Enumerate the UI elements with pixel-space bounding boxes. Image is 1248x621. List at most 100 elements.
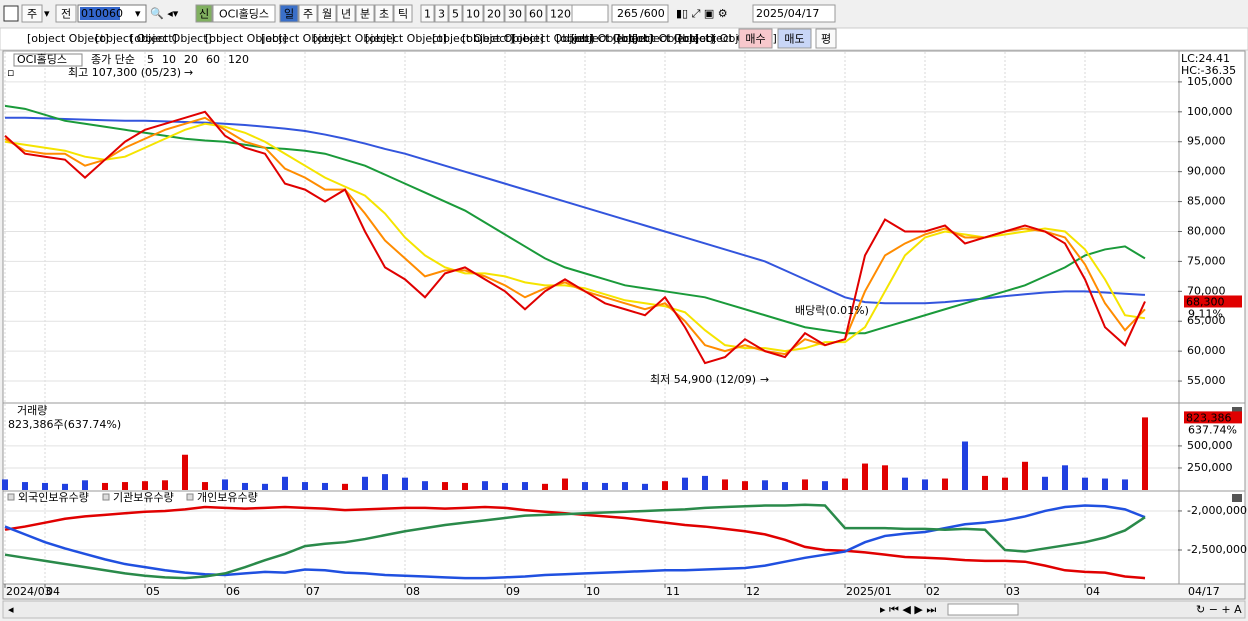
market-select[interactable]: 주 bbox=[27, 8, 37, 21]
x-axis-strip bbox=[2, 583, 1246, 600]
date-input[interactable] bbox=[752, 4, 836, 23]
volume-bar bbox=[282, 476, 288, 490]
eval-button[interactable]: 평 bbox=[821, 33, 831, 46]
market-select-box[interactable] bbox=[21, 4, 43, 23]
scroll-left[interactable]: ◂ bbox=[8, 603, 14, 616]
period-button[interactable]: 분 bbox=[360, 8, 370, 21]
volume-bar bbox=[702, 475, 708, 490]
toolbar-icons[interactable]: 🔍 ◂▾ bbox=[150, 6, 179, 20]
period-button[interactable]: 월 bbox=[322, 8, 332, 21]
x-tick-label: 2024/03 bbox=[6, 585, 52, 598]
quote-item: [object Object] bbox=[512, 32, 594, 45]
toolbar-icons[interactable]: ▮▯ ⤢ ▣ ⚙ bbox=[676, 7, 728, 20]
volume-bar bbox=[842, 478, 848, 490]
volume-bar bbox=[222, 479, 228, 490]
annotation-arrow: → bbox=[760, 373, 769, 386]
quote-item: [object Object] bbox=[27, 32, 109, 45]
scroll-right[interactable]: ▸ ⏮ ◀ ▶ ⏭ bbox=[880, 603, 936, 616]
eval-button-box[interactable] bbox=[815, 28, 837, 49]
period-button[interactable]: 일 bbox=[284, 7, 294, 21]
zoom-buttons[interactable]: ↻ − + A bbox=[1196, 603, 1242, 616]
interval-button[interactable]: 60 bbox=[529, 8, 543, 21]
scroll-thumb[interactable] bbox=[947, 603, 1019, 616]
stock-code[interactable]: 010060 bbox=[81, 7, 123, 20]
dropdown[interactable]: ▾ bbox=[135, 7, 141, 20]
volume-bar bbox=[402, 477, 408, 490]
legend-entry: 60 bbox=[206, 53, 220, 66]
new-badge[interactable]: 신 bbox=[199, 8, 209, 21]
dropdown[interactable]: ▾ bbox=[44, 7, 50, 20]
prev-button[interactable]: 전 bbox=[61, 8, 71, 21]
period-button-box[interactable] bbox=[355, 4, 375, 23]
interval-button[interactable]: 3 bbox=[438, 8, 445, 21]
period-button-box[interactable] bbox=[279, 4, 299, 23]
series-line bbox=[4, 110, 1146, 365]
period-button-box[interactable] bbox=[298, 4, 318, 23]
y-tick-label: 100,000 bbox=[1187, 105, 1233, 118]
interval-button[interactable]: 1 bbox=[424, 8, 431, 21]
volume-bar bbox=[762, 480, 768, 490]
panel-close[interactable] bbox=[1232, 494, 1242, 502]
interval-button-box[interactable] bbox=[462, 4, 484, 23]
count: 265 bbox=[617, 7, 638, 20]
stock-name[interactable]: OCI홀딩스 bbox=[219, 8, 269, 21]
volume-bar bbox=[1082, 477, 1088, 490]
interval-button[interactable]: 30 bbox=[508, 8, 522, 21]
period-button[interactable]: 틱 bbox=[398, 8, 408, 21]
volume-bar bbox=[522, 482, 528, 490]
interval-button[interactable]: 5 bbox=[452, 8, 459, 21]
period-button-box[interactable] bbox=[336, 4, 356, 23]
x-tick-label: 02 bbox=[926, 585, 940, 598]
volume-bar bbox=[22, 482, 28, 490]
interval-button-box[interactable] bbox=[434, 4, 449, 23]
period-button[interactable]: 년 bbox=[341, 8, 351, 21]
y-tick-label: 85,000 bbox=[1187, 195, 1226, 208]
volume-bar bbox=[742, 481, 748, 490]
quote-item: [object Object] bbox=[617, 32, 699, 45]
blank-select[interactable] bbox=[571, 4, 609, 23]
period-button[interactable]: 초 bbox=[379, 8, 389, 21]
buy-button-box[interactable] bbox=[738, 28, 773, 49]
period-button[interactable]: 주 bbox=[303, 8, 313, 21]
volume-bar bbox=[922, 479, 928, 490]
interval-button-box[interactable] bbox=[483, 4, 505, 23]
count-input[interactable] bbox=[611, 4, 669, 23]
prev-button-box[interactable] bbox=[55, 4, 77, 23]
scrollbar[interactable] bbox=[2, 600, 1246, 619]
indicator: LC:24.41 bbox=[1181, 52, 1230, 65]
quote-item: [object Object] bbox=[556, 32, 638, 45]
interval-button[interactable]: 10 bbox=[466, 8, 480, 21]
buy-button[interactable]: 매수 bbox=[745, 33, 765, 46]
series-line bbox=[4, 116, 1146, 356]
interval-button[interactable]: 20 bbox=[487, 8, 501, 21]
period-button-box[interactable] bbox=[317, 4, 337, 23]
indicator: HC:-36.35 bbox=[1181, 64, 1236, 77]
sell-button-box[interactable] bbox=[777, 28, 812, 49]
toolbar-icon[interactable] bbox=[3, 5, 19, 22]
new-badge-box[interactable] bbox=[195, 4, 213, 23]
legend-prefix: 종가 단순 bbox=[91, 53, 135, 66]
annotation-high: 최고 107,300 (05/23) bbox=[68, 66, 181, 79]
interval-button-box[interactable] bbox=[420, 4, 435, 23]
volume-bar bbox=[422, 481, 428, 490]
plot-bg bbox=[2, 50, 1180, 585]
period-button-box[interactable] bbox=[374, 4, 394, 23]
volume-bar bbox=[322, 482, 328, 490]
period-button-box[interactable] bbox=[393, 4, 413, 23]
quote-bg bbox=[0, 27, 1248, 51]
volume-bar bbox=[342, 483, 348, 490]
volume-bar bbox=[142, 481, 148, 490]
legend-entry: 120 bbox=[228, 53, 249, 66]
panel-close[interactable] bbox=[1232, 407, 1242, 415]
volume-bar bbox=[782, 482, 788, 490]
interval-button-box[interactable] bbox=[448, 4, 463, 23]
interval-button-box[interactable] bbox=[504, 4, 526, 23]
interval-button[interactable]: 120 bbox=[550, 8, 571, 21]
legend-entry: 5 bbox=[147, 53, 154, 66]
sell-button[interactable]: 매도 bbox=[784, 33, 804, 46]
volume-title: 거래량 bbox=[17, 404, 47, 417]
legend-entry: 20 bbox=[184, 53, 198, 66]
interval-button-box[interactable] bbox=[525, 4, 547, 23]
stock-name-box[interactable] bbox=[212, 4, 276, 23]
